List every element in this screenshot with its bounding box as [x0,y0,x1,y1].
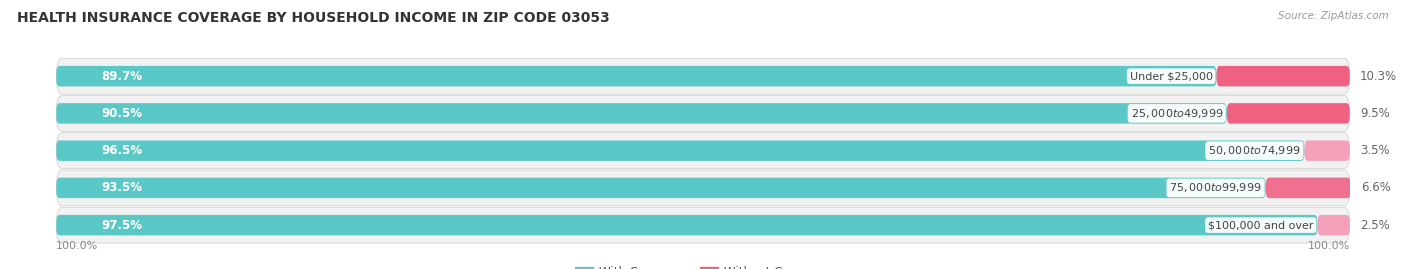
FancyBboxPatch shape [1265,178,1351,198]
FancyBboxPatch shape [56,170,1350,206]
FancyBboxPatch shape [56,95,1350,131]
FancyBboxPatch shape [56,207,1350,243]
Text: Source: ZipAtlas.com: Source: ZipAtlas.com [1278,11,1389,21]
FancyBboxPatch shape [1317,215,1350,235]
Text: 96.5%: 96.5% [101,144,142,157]
FancyBboxPatch shape [1305,140,1350,161]
Text: 2.5%: 2.5% [1360,219,1391,232]
Text: $50,000 to $74,999: $50,000 to $74,999 [1208,144,1301,157]
FancyBboxPatch shape [56,133,1350,168]
Text: 6.6%: 6.6% [1361,181,1392,194]
FancyBboxPatch shape [1216,66,1350,86]
Text: 100.0%: 100.0% [56,240,98,251]
Text: 10.3%: 10.3% [1360,70,1398,83]
Text: 100.0%: 100.0% [1308,240,1350,251]
FancyBboxPatch shape [56,58,1350,94]
Text: 3.5%: 3.5% [1360,144,1389,157]
Text: 97.5%: 97.5% [101,219,142,232]
Text: $100,000 and over: $100,000 and over [1208,220,1313,230]
Text: Under $25,000: Under $25,000 [1129,71,1212,81]
Text: 90.5%: 90.5% [101,107,142,120]
FancyBboxPatch shape [56,103,1227,124]
FancyBboxPatch shape [56,66,1216,86]
Text: 93.5%: 93.5% [101,181,142,194]
Text: HEALTH INSURANCE COVERAGE BY HOUSEHOLD INCOME IN ZIP CODE 03053: HEALTH INSURANCE COVERAGE BY HOUSEHOLD I… [17,11,610,25]
FancyBboxPatch shape [1227,103,1350,124]
FancyBboxPatch shape [56,178,1265,198]
Text: 89.7%: 89.7% [101,70,142,83]
Text: $25,000 to $49,999: $25,000 to $49,999 [1130,107,1223,120]
FancyBboxPatch shape [56,140,1305,161]
Text: $75,000 to $99,999: $75,000 to $99,999 [1170,181,1261,194]
Legend: With Coverage, Without Coverage: With Coverage, Without Coverage [571,262,835,269]
FancyBboxPatch shape [56,215,1317,235]
Text: 9.5%: 9.5% [1360,107,1391,120]
